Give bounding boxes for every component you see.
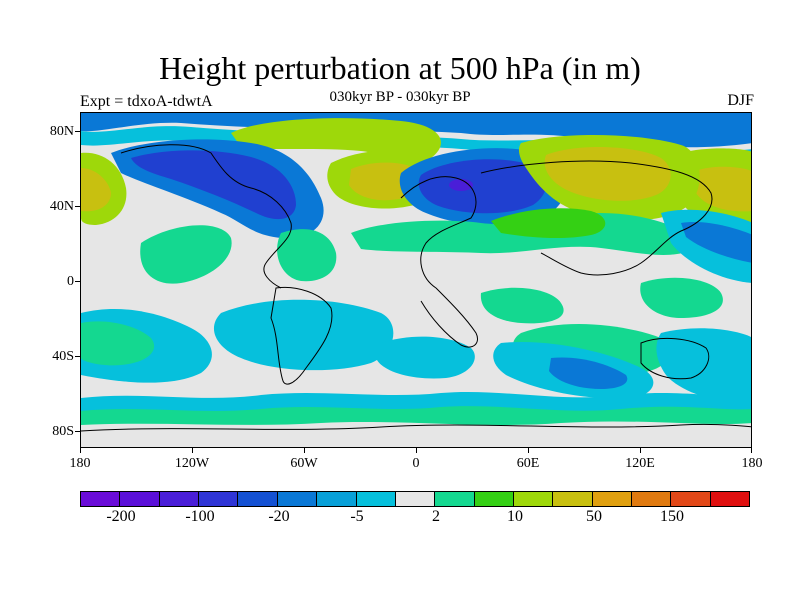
north-america-core [131,150,296,220]
west-pacific-core [81,168,111,212]
west-pacific-trough-core [681,222,751,263]
colorbar-label: 10 [507,508,523,525]
lon-label-60w: 60W [290,456,318,471]
lat-label-40s: 40S [52,349,74,364]
lon-label-0: 0 [412,456,420,471]
west-pacific-green [640,277,723,318]
colorbar-box-12 [553,492,593,506]
x-tick [416,448,417,453]
map-title: Height perturbation at 500 hPa (in m) [159,50,641,86]
colorbar-label: -200 [106,508,136,525]
y-tick [75,431,80,432]
lat-label-80s: 80S [52,424,74,439]
eurasia-lime-patch [491,208,606,239]
south-america-coast [270,286,333,385]
europe-africa-coast [400,176,478,348]
colorbar-box-11 [513,492,554,506]
australia-coast [640,338,710,380]
lon-label-120w: 120W [174,456,210,471]
height-field-map [81,113,751,447]
colorbar-label: -100 [185,508,215,525]
colorbar-box-15 [671,492,711,506]
x-tick [640,448,641,453]
tropical-pacific-green [140,225,232,284]
colorbar-box-16 [710,492,750,506]
colorbar-box-14 [632,492,672,506]
lon-label-120e: 120E [625,456,655,471]
colorbar-box-0 [81,492,121,506]
x-tick [304,448,305,453]
x-tick [751,448,752,453]
eurasia-low-center [449,179,473,191]
colorbar-box-2 [159,492,200,506]
asia-coast [480,160,713,276]
colorbar-box-8 [395,492,436,506]
y-tick [75,131,80,132]
tasman-cyan [656,328,751,404]
antarctic-neutral-band [81,421,751,447]
south-atlantic-cyan [376,336,475,379]
lon-label-180e: 180 [741,456,763,471]
coastlines [81,144,751,432]
colorbar-box-7 [356,492,396,506]
x-tick [192,448,193,453]
south-america-cyan [213,299,394,371]
colorbar-label: 50 [586,508,602,525]
antarctica-coast [81,423,751,432]
colorbar-box-13 [592,492,633,506]
lon-label-180w: 180 [69,456,91,471]
colorbar-box-9 [435,492,475,506]
colorbar-box-3 [199,492,239,506]
colorbar-box-5 [277,492,318,506]
colorbar-box-1 [120,492,160,506]
south-indian-blue [549,357,628,389]
colorbar-box-10 [474,492,514,506]
colorbar-label: -20 [268,508,290,525]
tropical-atlantic-green [277,229,337,282]
lat-label-eq: 0 [67,274,74,289]
colorbar-label: 150 [660,508,684,525]
south-pacific-green [81,321,155,366]
east-pacific-core [696,166,751,212]
north-america-coast [120,144,292,289]
lon-label-60e: 60E [516,456,540,471]
experiment-label: Expt = tdxoA-tdwtA [80,93,213,110]
lat-label-80n: 80N [49,124,74,139]
central-asia-core [544,147,671,201]
colorbar-label: 2 [432,508,440,525]
y-tick [75,281,80,282]
y-tick [75,356,80,357]
season-label: DJF [727,92,754,109]
map-subtitle: 030kyr BP - 030kyr BP [329,89,471,105]
x-tick [528,448,529,453]
y-tick [75,206,80,207]
lat-label-40n: 40N [49,199,74,214]
map-panel [80,112,752,448]
colorbar-box-4 [238,492,278,506]
colorbar [80,491,750,507]
colorbar-box-6 [317,492,357,506]
tropical-africa-green [480,287,564,324]
colorbar-label: -5 [350,508,364,525]
eurasia-low-core [418,159,547,214]
x-tick [80,448,81,453]
